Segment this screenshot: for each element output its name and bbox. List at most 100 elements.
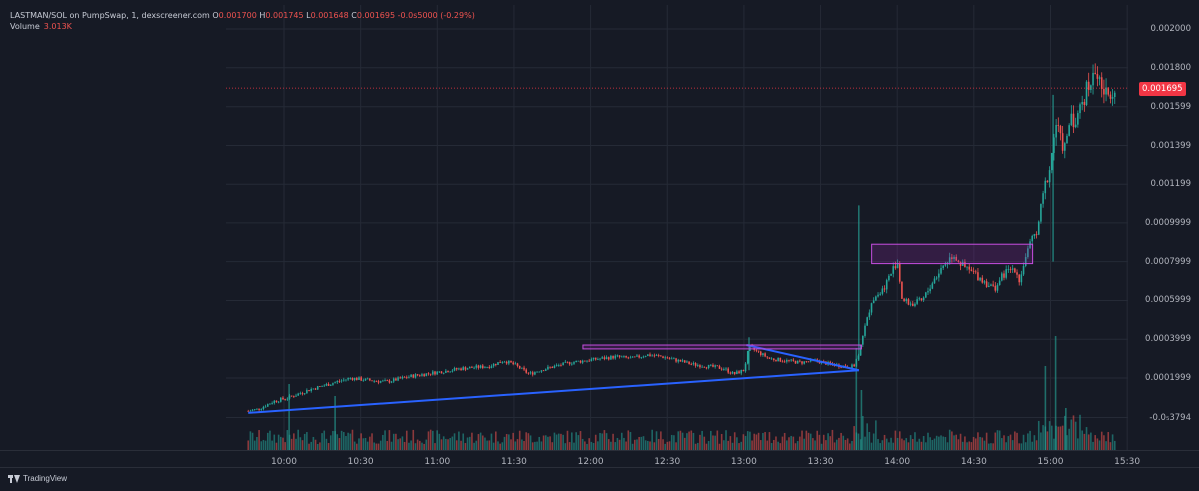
candle-body: [364, 378, 367, 381]
candle-body: [647, 354, 649, 357]
volume-bar: [327, 443, 330, 450]
rectangle-drawing[interactable]: [871, 243, 1034, 265]
candle-body: [940, 268, 942, 274]
volume-bar: [258, 430, 260, 450]
candle-body: [944, 264, 947, 266]
candle-body: [512, 362, 514, 365]
candle-body: [555, 365, 558, 366]
volume-bar: [629, 432, 632, 450]
volume-bar: [405, 430, 408, 450]
candle-body: [998, 280, 1001, 286]
volume-bar: [1053, 438, 1055, 450]
candle-body: [540, 370, 543, 372]
volume-bar: [319, 442, 321, 450]
volume-bar: [634, 439, 636, 450]
candle-body: [853, 364, 855, 367]
candle-body: [316, 386, 319, 390]
candle-body: [597, 359, 599, 361]
candle-body: [262, 406, 265, 410]
volume-bar: [879, 443, 882, 450]
candle-body: [903, 298, 905, 302]
candle-body: [914, 303, 916, 306]
volume-bar: [1090, 432, 1092, 450]
volume-bar: [366, 441, 369, 450]
candle-body: [514, 363, 517, 365]
volume-bar: [981, 437, 984, 450]
volume-bar: [447, 439, 449, 450]
candle-body: [840, 367, 842, 368]
volume-bar: [979, 436, 981, 450]
candle-body: [755, 349, 758, 351]
volume-bar: [286, 430, 289, 450]
candle-body: [805, 361, 808, 363]
candle-body: [1061, 133, 1064, 151]
volume-bar: [631, 443, 634, 450]
candle-body: [464, 367, 467, 370]
tradingview-logo[interactable]: TradingView: [8, 474, 67, 483]
candle-body: [953, 256, 955, 259]
time-tick-label: 15:00: [1037, 457, 1064, 467]
candle-body: [1046, 180, 1049, 183]
candle-body: [338, 381, 341, 382]
candle-body: [434, 371, 436, 375]
volume-bar: [809, 433, 812, 450]
volume-bar: [551, 442, 554, 450]
volume-bar: [1031, 441, 1034, 450]
volume-bar: [875, 420, 877, 450]
candle-body: [881, 288, 884, 294]
volume-bar: [799, 436, 801, 450]
volume-bar: [757, 432, 760, 450]
volume-bar: [566, 430, 569, 450]
volume-bar: [458, 431, 460, 450]
volume-bar: [605, 433, 608, 450]
volume-bar: [1064, 415, 1066, 450]
candle-body: [1077, 113, 1079, 125]
candle-body: [794, 360, 797, 364]
volume-bar: [968, 441, 971, 450]
volume-bar: [282, 437, 284, 450]
volume-bar: [627, 430, 630, 450]
volume-bar: [701, 430, 703, 450]
candle-body: [885, 280, 888, 290]
candle-body: [345, 379, 347, 381]
trendline-drawing[interactable]: [248, 369, 859, 414]
volume-bar: [770, 443, 773, 450]
rectangle-drawing[interactable]: [582, 344, 862, 350]
volume-bar: [249, 431, 252, 450]
price-tick-label: 0.0005999: [1145, 295, 1191, 306]
volume-bar: [683, 437, 686, 450]
candle-body: [371, 380, 373, 382]
volume-bar: [599, 433, 601, 450]
volume-bar: [1103, 435, 1105, 450]
candle-body: [968, 266, 971, 270]
candle-body: [1011, 268, 1014, 270]
volume-bar: [951, 431, 953, 450]
volume-bar: [379, 440, 382, 450]
volume-bar: [1105, 441, 1107, 450]
volume-bar: [353, 441, 356, 450]
candle-body: [942, 265, 944, 269]
candle-body: [1068, 125, 1070, 136]
candle-body: [479, 365, 482, 368]
candle-body: [599, 358, 601, 360]
volume-bar: [557, 433, 560, 450]
candle-body: [759, 351, 762, 356]
candle-body: [640, 356, 643, 358]
candle-body: [607, 357, 610, 360]
candle-body: [414, 374, 417, 378]
candle-body: [529, 372, 532, 374]
candle-body: [649, 354, 651, 357]
candle-body: [616, 355, 619, 357]
candle-body: [271, 403, 273, 404]
volume-bar: [1044, 366, 1047, 450]
volume-bar: [510, 439, 512, 450]
candle-body: [510, 360, 512, 363]
volume-bar: [623, 437, 625, 450]
volume-bar: [427, 431, 430, 450]
volume-bar: [262, 439, 265, 450]
candle-body: [610, 355, 612, 360]
candle-body: [458, 368, 460, 370]
volume-bar: [751, 440, 753, 450]
volume-bar: [479, 432, 482, 450]
